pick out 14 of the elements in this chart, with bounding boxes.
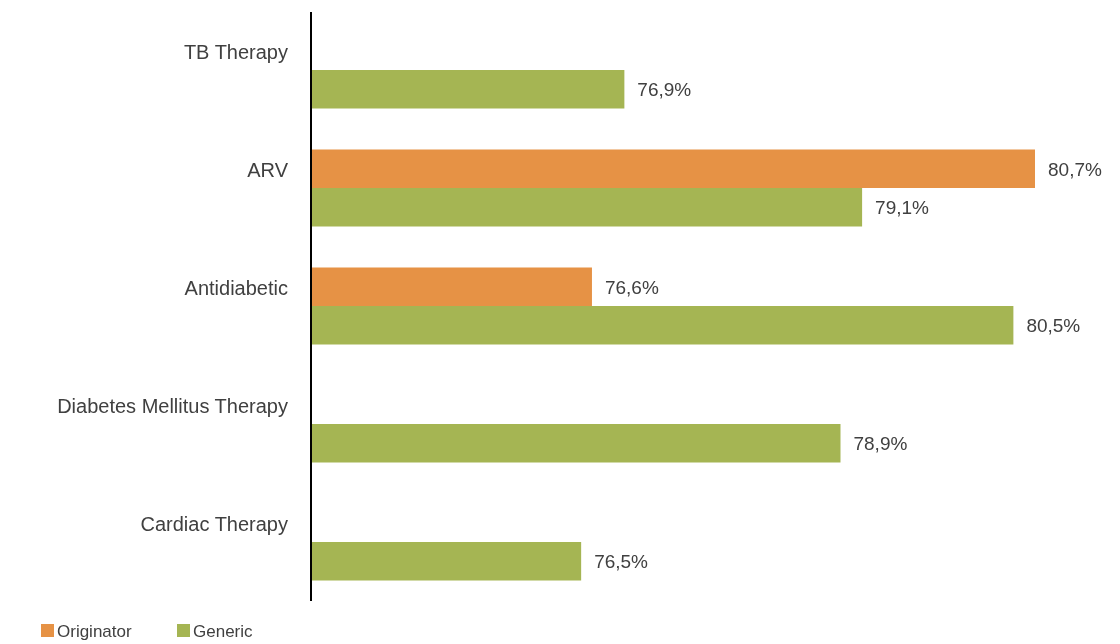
y-tick-label: Diabetes Mellitus Therapy [57,395,288,417]
legend-label: Originator [57,622,132,641]
y-tick-label: Antidiabetic [184,277,288,299]
data-label: 78,9% [853,433,908,455]
y-tick-label: Cardiac Therapy [140,513,288,535]
data-label: 76,6% [604,276,659,298]
data-label: 80,5% [1026,315,1081,337]
data-label: 80,7% [1048,158,1102,180]
data-label: 79,1% [875,197,930,219]
data-label: 76,9% [637,79,692,101]
legend-label: Generic [193,622,254,641]
data-label: 76,5% [594,551,649,573]
y-tick-label: ARV [247,159,289,181]
y-tick-label: TB Therapy [183,41,288,63]
